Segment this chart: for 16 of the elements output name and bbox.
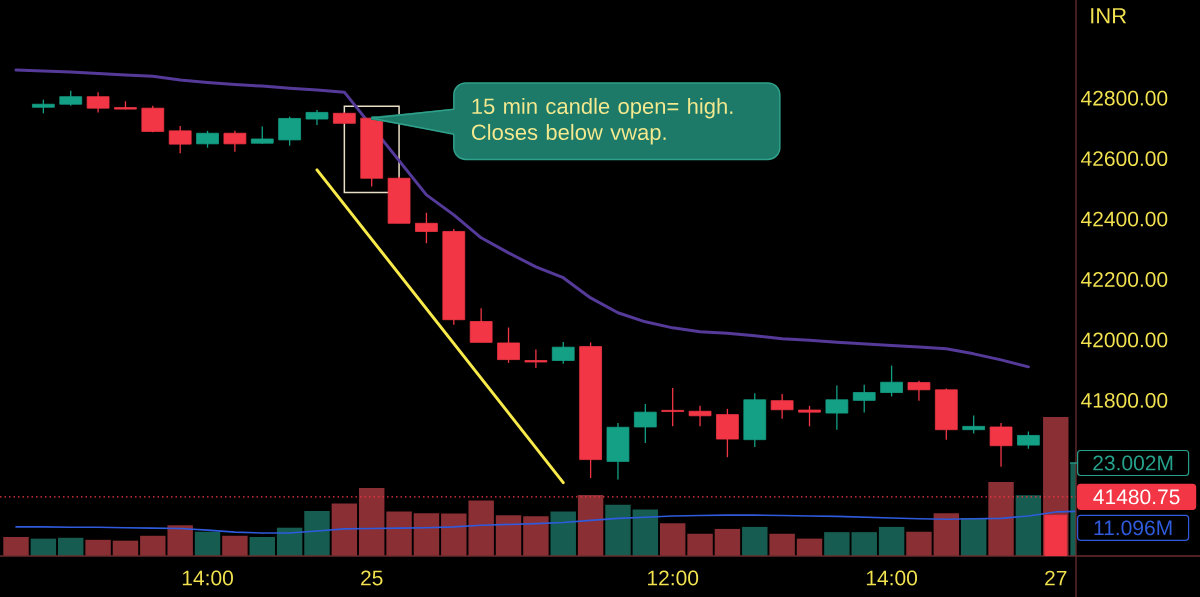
y-tick-label: 42600.00 — [1081, 151, 1168, 167]
x-tick-label: 14:00 — [182, 570, 233, 586]
x-tick-label: 14:00 — [866, 570, 918, 586]
y2-tick-label: 23.002M — [1093, 455, 1173, 471]
y-tick-label: 42800.00 — [1081, 90, 1168, 106]
x-tick-label: 25 — [361, 570, 383, 586]
x-tick-label: 12:00 — [648, 570, 699, 586]
data-label: 11.096M — [1094, 520, 1172, 536]
y-tick-label: 41800.00 — [1081, 392, 1168, 408]
annotation: 15 min candle open= high. Closes below vwap. — [471, 97, 733, 145]
y-tick-label: 42000.00 — [1081, 332, 1168, 348]
x-tick-label: 27 — [1045, 570, 1067, 586]
y-tick-label: 42400.00 — [1081, 211, 1168, 227]
y-tick-label: 42200.00 — [1081, 272, 1168, 287]
ref-line-label: 41480.75 — [1093, 489, 1180, 505]
y-axis-title: INR — [1091, 8, 1127, 24]
